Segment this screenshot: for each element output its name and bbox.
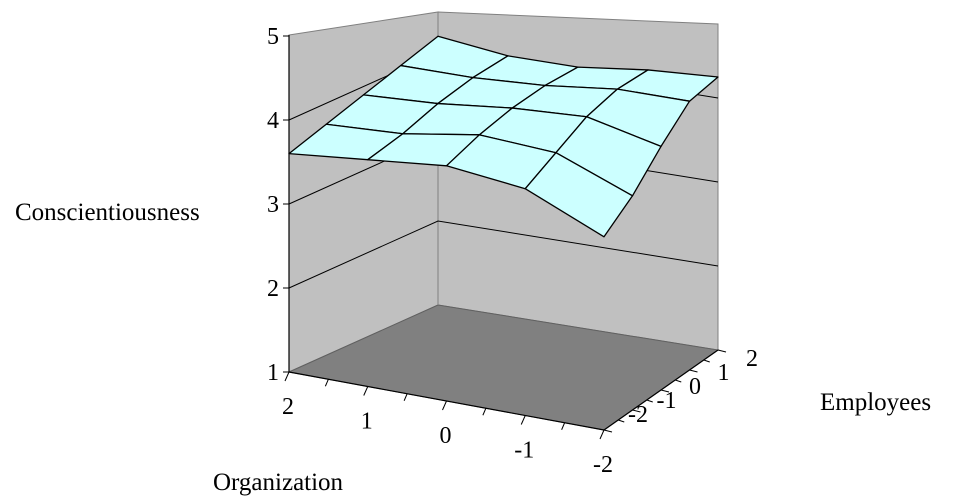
employees-tick-mark [603,429,613,433]
z-tick-label: 5 [267,24,279,50]
employees-tick-label: 0 [689,374,701,400]
employees-tick-mark [660,389,670,393]
organization-tick-label: 0 [440,423,452,449]
organization-tick-label: 2 [282,394,294,420]
employees-minor-tick [618,419,625,423]
employees-tick-mark [632,409,641,413]
surface-cell [524,152,634,238]
employees-minor-tick [675,379,682,383]
organization-tick-label: 1 [361,409,373,435]
organization-minor-tick [561,422,566,430]
employees-tick-mark [717,349,727,353]
employees-tick-label: -2 [628,402,648,428]
z-gridline [288,220,719,289]
surface-mesh [288,35,719,238]
employees-tick-label: 1 [718,360,730,386]
z-tick-label: 3 [267,192,279,218]
organization-tick-label: -2 [593,452,613,478]
employees-tick-labels: -2 -1 012 [603,346,758,433]
organization-minor-tick [482,408,487,416]
z-tick-label: 1 [267,360,279,386]
organization-minor-tick [324,379,329,387]
organization-tick-mark [442,400,447,411]
employees-tick-label: -1 [657,388,677,414]
organization-tick-mark [284,371,290,382]
organization-tick-mark [599,429,605,440]
employees-tick-label: 2 [746,346,758,372]
organization-tick-labels: 2 1 0 -1 -2 [282,371,613,478]
employees-tick-mark [689,369,698,373]
organization-tick-label: -1 [514,438,534,464]
z-tick-label: 4 [267,108,279,134]
organization-tick-mark [363,386,369,396]
organization-axis-title: Organization [213,469,344,496]
organization-minor-tick [403,393,408,401]
employees-minor-tick [646,399,653,403]
z-tick-label: 2 [267,276,279,302]
z-tick-labels: 1 2 3 4 5 [267,24,289,386]
organization-tick-mark [520,415,526,425]
employees-axis-title: Employees [820,389,931,416]
z-axis-title: Conscientiousness [15,199,200,226]
employees-minor-tick [703,359,710,363]
